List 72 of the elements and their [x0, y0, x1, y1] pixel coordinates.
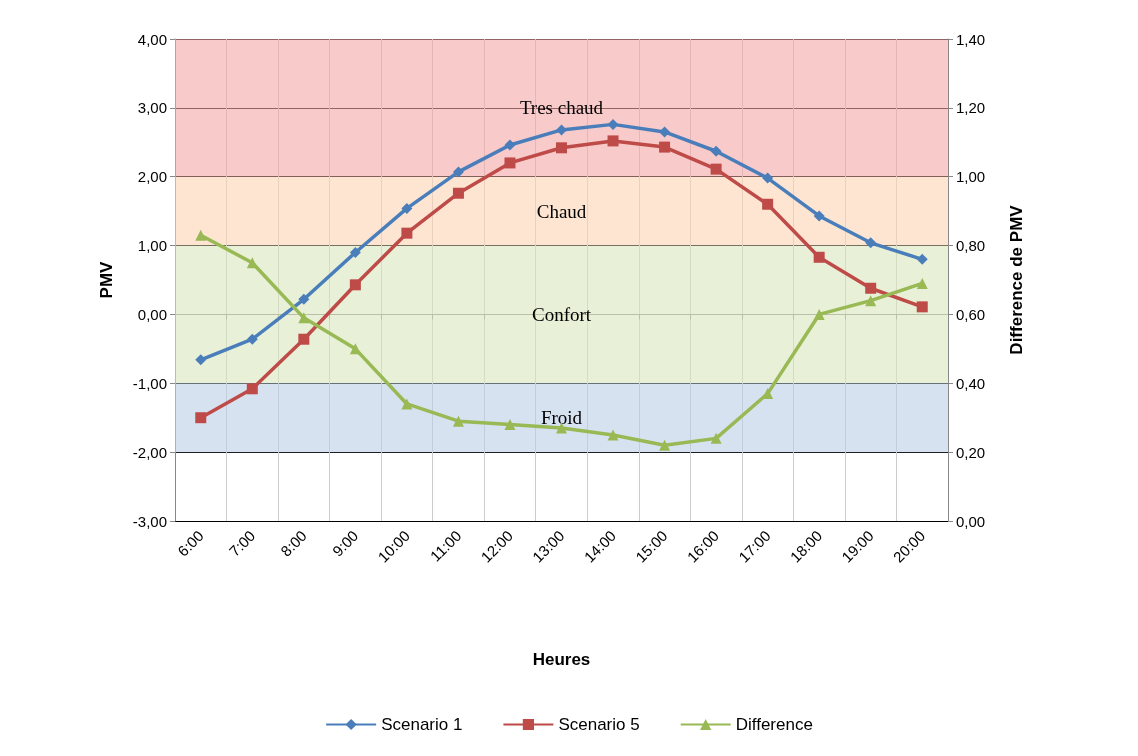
x-tick-label: 6:00 — [174, 526, 207, 560]
point — [762, 172, 774, 184]
point — [452, 187, 464, 199]
y-tick-label: 2,00 — [137, 168, 167, 186]
x-axis-title: Heures — [532, 650, 591, 669]
point — [349, 246, 361, 258]
y-tick-label: -3,00 — [132, 512, 167, 530]
y2-tick-label: 0,00 — [956, 512, 986, 530]
y-tick-label: -2,00 — [132, 443, 167, 461]
point — [659, 126, 671, 138]
point — [916, 277, 928, 289]
point — [452, 415, 464, 427]
y2-tick-label: 1,00 — [956, 168, 986, 186]
point — [865, 282, 877, 294]
band-label: Tres chaud — [519, 97, 604, 119]
legend-label: Scenario 1 — [381, 715, 463, 734]
point — [298, 333, 310, 345]
x-tick-label: 8:00 — [277, 526, 310, 560]
point — [659, 439, 671, 451]
point — [504, 139, 516, 151]
y-tick-label: 1,00 — [137, 237, 167, 255]
point — [195, 229, 207, 241]
band-label: Chaud — [536, 200, 587, 222]
point — [607, 429, 619, 441]
point — [916, 301, 928, 313]
point — [607, 135, 619, 147]
point — [401, 202, 413, 214]
point — [710, 432, 722, 444]
point — [452, 166, 464, 178]
point — [349, 343, 361, 355]
legend-label: Difference — [735, 715, 813, 734]
y-tick-label: 4,00 — [137, 30, 167, 48]
y-tick-label: 0,00 — [137, 305, 167, 323]
point — [556, 142, 567, 154]
y-tick-label: 3,00 — [137, 99, 167, 117]
y2-tick-label: 0,80 — [956, 237, 986, 255]
point — [195, 354, 207, 366]
point — [813, 210, 825, 222]
point — [195, 412, 207, 424]
point — [556, 124, 567, 136]
y2-tick-label: 1,40 — [956, 30, 986, 48]
point — [710, 145, 722, 157]
y2-tick-label: 0,20 — [956, 443, 986, 461]
point — [916, 253, 928, 265]
band-label: Confort — [531, 303, 592, 325]
point — [865, 295, 877, 307]
y-tick-label: -1,00 — [132, 374, 167, 392]
point — [710, 163, 722, 175]
point — [607, 118, 619, 130]
point — [865, 237, 877, 249]
y-axis-title: PMV — [97, 260, 116, 299]
y2-tick-label: 0,60 — [956, 305, 986, 323]
point — [401, 398, 413, 410]
point — [659, 141, 671, 153]
point — [504, 419, 516, 431]
x-tick-label: 9:00 — [328, 526, 362, 560]
point — [813, 308, 825, 320]
point — [246, 333, 258, 345]
point — [813, 251, 825, 263]
band-label: Froid — [540, 407, 583, 429]
point — [504, 157, 516, 169]
point — [401, 227, 413, 239]
y2-axis-title: Difference de PMV — [1007, 204, 1026, 355]
legend-label: Scenario 5 — [558, 715, 640, 734]
point — [298, 293, 310, 305]
x-tick-label: 7:00 — [225, 526, 259, 560]
y2-tick-label: 1,20 — [956, 99, 986, 117]
point — [349, 279, 361, 291]
point — [246, 383, 258, 395]
point — [298, 312, 310, 324]
y2-tick-label: 0,40 — [956, 374, 986, 392]
point — [762, 198, 774, 210]
